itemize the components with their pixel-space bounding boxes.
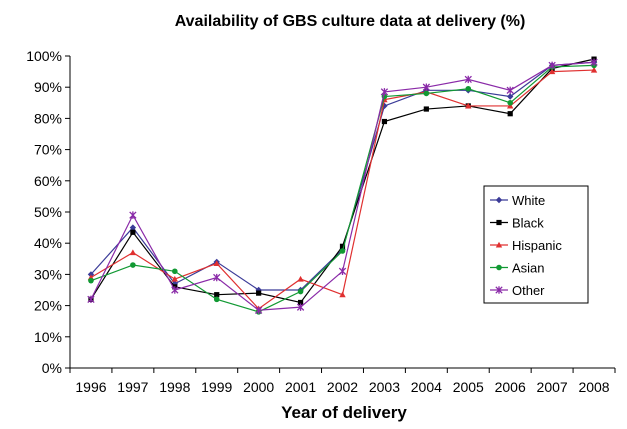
- data-point-hispanic: [171, 275, 179, 282]
- x-axis-label: Year of delivery: [281, 403, 407, 422]
- data-point-asian: [130, 262, 136, 268]
- legend-label-black: Black: [512, 216, 544, 231]
- data-point-asian: [88, 277, 94, 284]
- data-point-asian: [297, 288, 304, 295]
- data-point-hispanic: [297, 275, 304, 282]
- x-tick-label: 1997: [117, 379, 148, 395]
- legend-marker-black: [496, 219, 502, 226]
- data-point-other: [213, 273, 221, 282]
- y-tick-label: 100%: [26, 48, 62, 64]
- data-point-asian: [172, 268, 178, 275]
- data-point-asian: [213, 296, 220, 303]
- legend-marker-white: [495, 196, 503, 204]
- x-tick-label: 2001: [285, 379, 316, 395]
- legend-marker-asian: [496, 264, 502, 271]
- plot-area: 0% 10% 20% 30% 40% 50% 60% 70% 80% 90% 100% 1996 199…: [26, 48, 616, 395]
- x-tick-label: 2007: [537, 379, 568, 395]
- legend-label-hispanic: Hispanic: [512, 238, 562, 253]
- y-tick-label: 50%: [34, 204, 62, 220]
- data-point-hispanic: [129, 249, 137, 256]
- legend-marker-hispanic: [495, 241, 503, 248]
- data-point-other: [590, 58, 598, 66]
- data-point-hispanic: [213, 260, 220, 267]
- x-tick-label: 2003: [369, 379, 400, 395]
- legend-label-white: White: [512, 193, 545, 208]
- data-point-asian: [465, 85, 472, 92]
- y-tick-label: 40%: [34, 235, 62, 251]
- data-point-other: [422, 83, 431, 91]
- data-point-white: [129, 224, 137, 231]
- data-point-black: [507, 111, 513, 117]
- data-point-black: [339, 243, 346, 249]
- data-point-other: [171, 286, 179, 294]
- legend: White Black Hispanic Asian Other: [483, 185, 589, 304]
- data-point-hispanic: [465, 102, 472, 109]
- y-tick-label: 30%: [34, 266, 62, 282]
- y-tick-label: 0%: [42, 360, 62, 376]
- data-point-other: [296, 303, 305, 311]
- data-point-other: [338, 267, 347, 275]
- data-point-hispanic: [339, 291, 346, 298]
- y-tick-label: 10%: [34, 329, 62, 345]
- data-point-asian: [507, 100, 513, 106]
- y-tick-label: 80%: [34, 110, 62, 126]
- legend-marker-other: [495, 286, 503, 294]
- x-tick-label: 2006: [495, 379, 526, 395]
- x-tick-label: 2005: [453, 379, 484, 395]
- data-point-other: [380, 88, 389, 96]
- legend-label-other: Other: [512, 283, 545, 298]
- data-point-hispanic: [590, 66, 598, 73]
- data-point-asian: [339, 248, 346, 254]
- x-tick-label: 1998: [159, 379, 190, 395]
- x-tick-label: 1999: [201, 379, 232, 395]
- x-tick-label: 2008: [578, 379, 609, 395]
- x-tick-label: 2004: [411, 379, 442, 395]
- data-point-other: [129, 211, 137, 219]
- y-tick-label: 90%: [34, 79, 62, 95]
- data-point-hispanic: [548, 68, 556, 75]
- x-tick-label: 1996: [75, 379, 106, 395]
- data-point-black: [297, 299, 304, 306]
- data-point-other: [464, 75, 472, 84]
- chart-title: Availability of GBS culture data at deli…: [175, 13, 526, 30]
- data-point-hispanic: [506, 102, 514, 109]
- data-point-other: [254, 306, 263, 314]
- data-point-black: [423, 106, 429, 112]
- legend-label-asian: Asian: [512, 261, 545, 276]
- data-point-black: [214, 292, 220, 298]
- data-point-asian: [423, 90, 430, 97]
- data-point-black: [256, 290, 262, 296]
- data-point-other: [548, 61, 556, 70]
- data-point-white: [506, 93, 514, 100]
- y-tick-label: 20%: [34, 298, 62, 314]
- data-point-black: [381, 118, 388, 125]
- data-point-black: [130, 229, 136, 235]
- y-tick-label: 60%: [34, 173, 62, 189]
- y-tick-label: 70%: [34, 142, 62, 158]
- x-tick-label: 2000: [243, 379, 274, 395]
- data-point-other: [506, 86, 514, 95]
- x-tick-label: 2002: [327, 379, 358, 395]
- data-point-other: [87, 295, 95, 304]
